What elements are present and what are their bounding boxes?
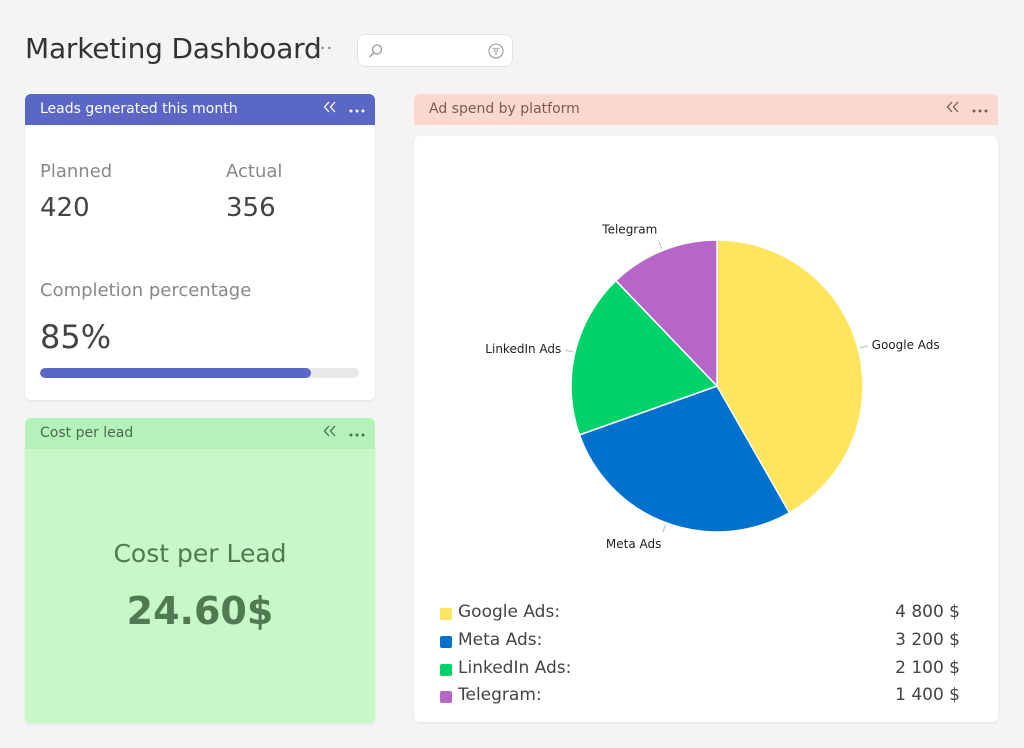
collapse-icon[interactable] — [323, 418, 337, 449]
legend-item: Google Ads: 4 800 $ — [440, 602, 960, 626]
more-icon[interactable] — [349, 418, 365, 449]
ad-spend-widget-header: Ad spend by platform — [414, 94, 998, 125]
legend-value: 4 800 $ — [895, 602, 960, 622]
completion-progress-bar — [40, 368, 359, 378]
legend-value: 3 200 $ — [895, 630, 960, 650]
legend-name: Telegram: — [458, 685, 542, 705]
pie-leader-line — [565, 349, 574, 353]
pie-leader-line — [658, 241, 663, 249]
ad-spend-widget-title: Ad spend by platform — [429, 101, 580, 117]
more-icon[interactable] — [972, 94, 988, 125]
legend-item: Telegram: 1 400 $ — [440, 685, 960, 709]
cost-per-lead-label: Cost per Lead — [113, 539, 287, 568]
search-box[interactable] — [357, 34, 513, 67]
pie-slice-linkedin-ads[interactable] — [570, 279, 719, 436]
legend-swatch — [440, 636, 452, 648]
legend-swatch — [440, 608, 452, 620]
collapse-icon[interactable] — [323, 94, 337, 125]
planned-value: 420 — [40, 193, 90, 223]
planned-label: Planned — [40, 161, 113, 182]
more-icon[interactable] — [349, 94, 365, 125]
completion-label: Completion percentage — [40, 280, 252, 301]
pie-label: Google Ads — [872, 338, 940, 352]
actual-value: 356 — [226, 193, 276, 223]
pie-leader-line — [662, 524, 667, 533]
pie-label: LinkedIn Ads — [485, 342, 561, 356]
pie-slice-google-ads[interactable] — [716, 239, 864, 514]
legend-value: 1 400 $ — [895, 685, 960, 705]
collapse-icon[interactable] — [946, 94, 960, 125]
leads-widget-title: Leads generated this month — [40, 101, 238, 117]
legend-value: 2 100 $ — [895, 658, 960, 678]
ad-spend-widget-card: Google Ads Meta Ads LinkedIn Ads Telegram G… — [414, 136, 998, 722]
ad-spend-pie-chart: Google Ads Meta Ads LinkedIn Ads Telegram — [485, 223, 940, 551]
cost-widget-card: Cost per Lead 24.60$ — [25, 449, 375, 723]
legend-swatch — [440, 691, 452, 703]
pie-label: Telegram — [601, 223, 657, 237]
pie-label: Meta Ads — [606, 537, 661, 551]
filter-icon[interactable] — [488, 43, 504, 63]
legend-name: Meta Ads: — [458, 630, 543, 650]
pie-slice-meta-ads[interactable] — [578, 385, 791, 533]
pie-leader-line — [859, 345, 868, 349]
leads-widget-card: Planned 420 Actual 356 Completion percen… — [25, 125, 375, 400]
pie-slice-telegram[interactable] — [614, 239, 718, 388]
legend-swatch — [440, 664, 452, 676]
legend-name: LinkedIn Ads: — [458, 658, 572, 678]
legend-name: Google Ads: — [458, 602, 561, 622]
completion-value: 85% — [40, 318, 112, 356]
cost-widget-header: Cost per lead — [25, 418, 375, 449]
completion-progress-fill — [40, 368, 312, 378]
legend-item: LinkedIn Ads: 2 100 $ — [440, 658, 960, 682]
more-options-icon[interactable]: ··· — [313, 38, 334, 59]
legend-item: Meta Ads: 3 200 $ — [440, 630, 960, 654]
actual-label: Actual — [226, 161, 283, 182]
cost-widget-title: Cost per lead — [40, 425, 134, 441]
search-icon — [368, 43, 384, 63]
page-title: Marketing Dashboard — [25, 32, 322, 65]
cost-per-lead-value: 24.60$ — [126, 589, 274, 633]
search-input[interactable] — [386, 41, 482, 61]
leads-widget-header: Leads generated this month — [25, 94, 375, 125]
